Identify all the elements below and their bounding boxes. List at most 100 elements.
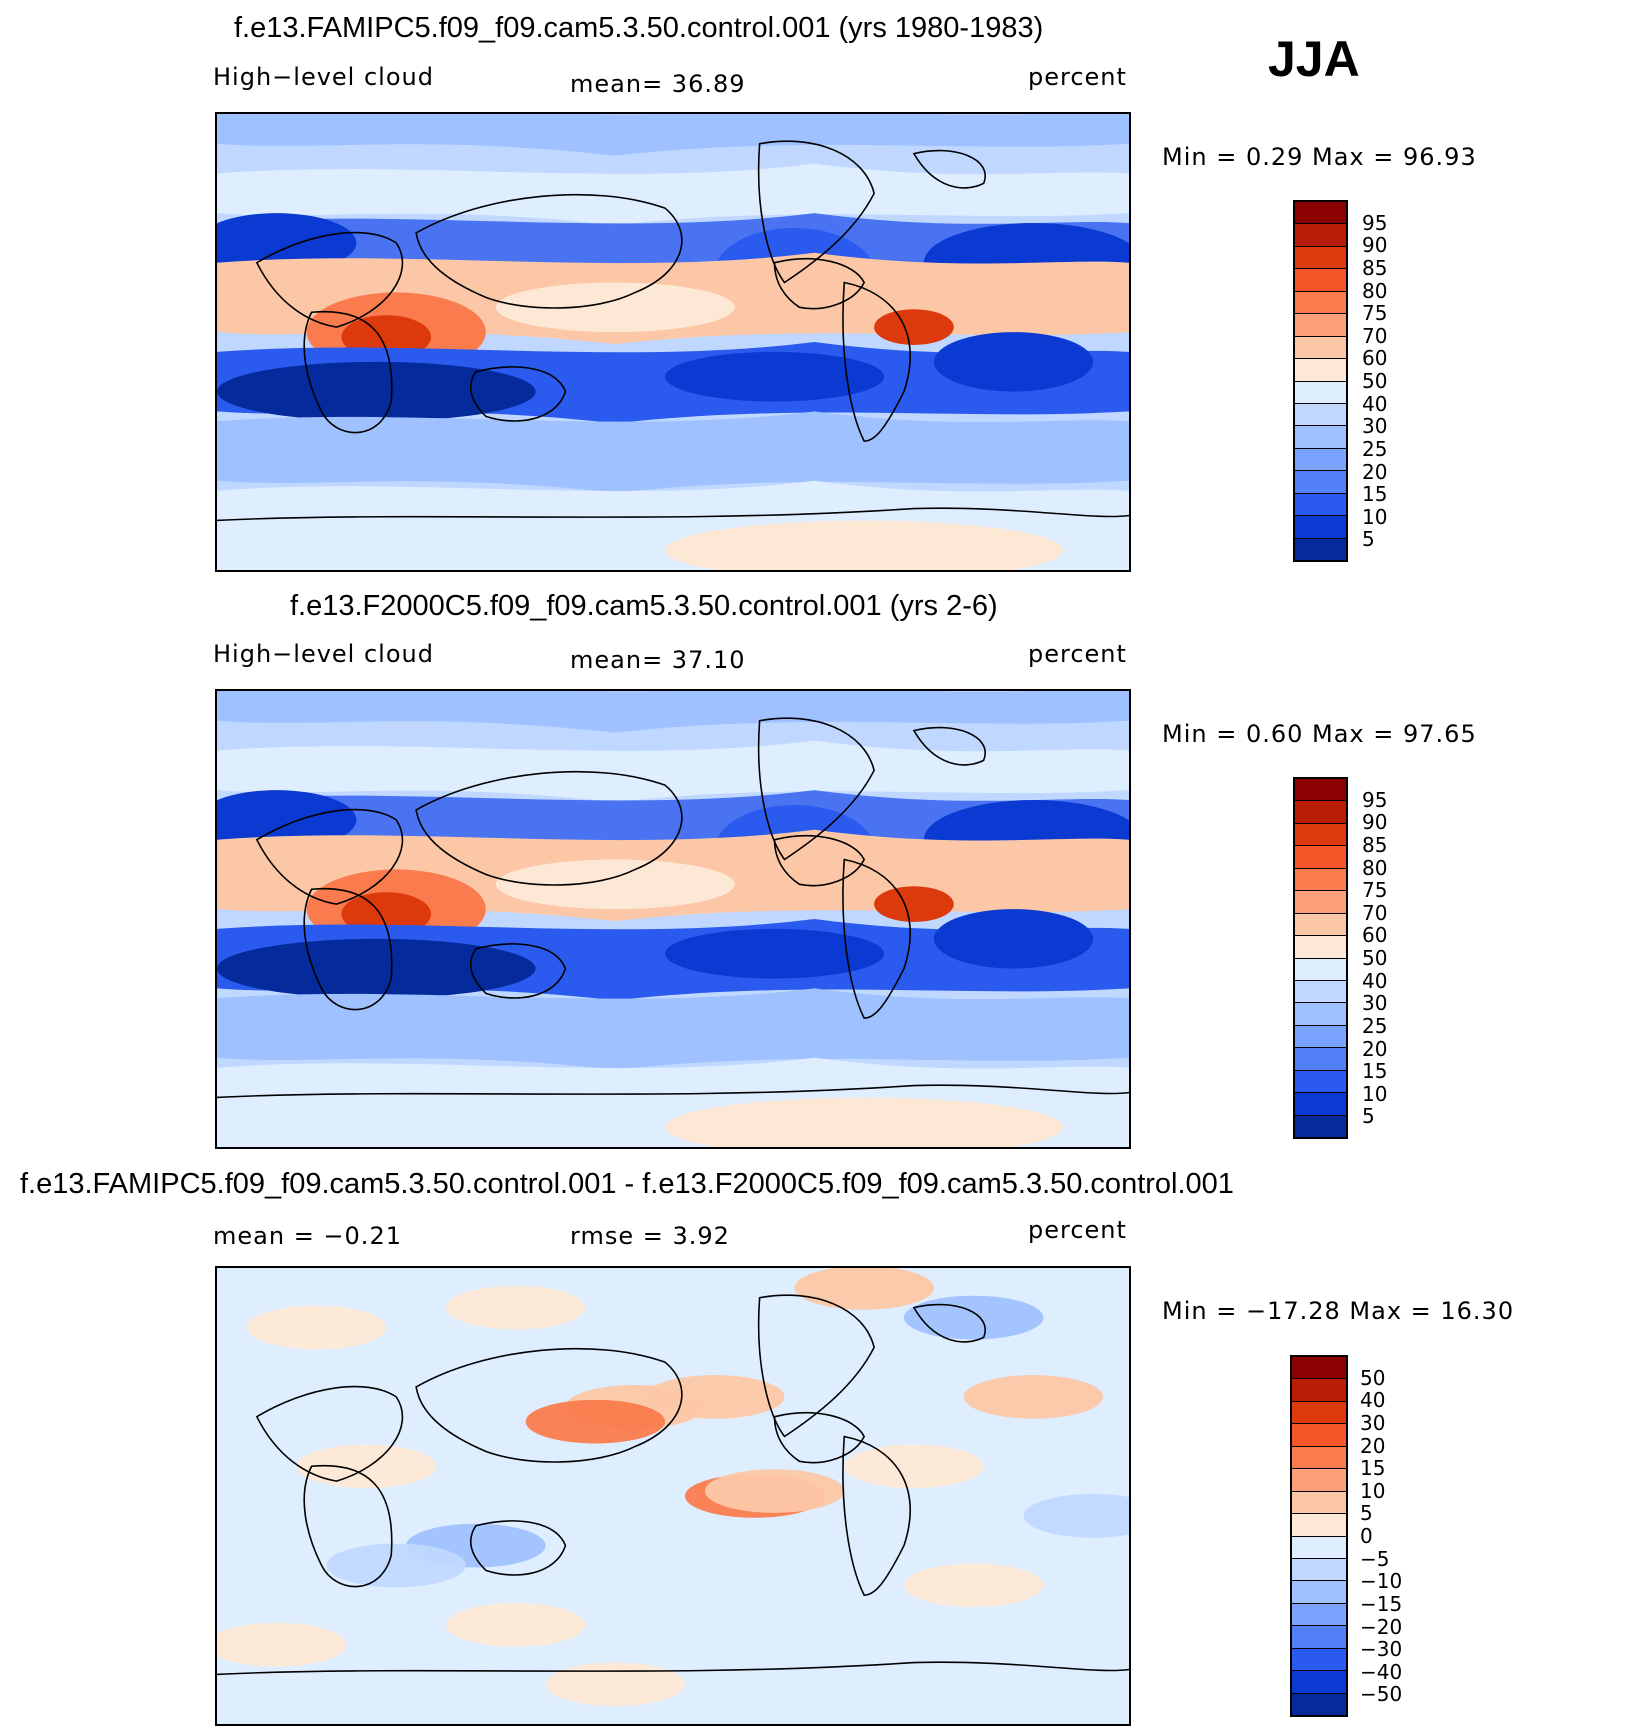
panel-3-colorbar-labels: 50 40 30 20 15 10 5 0 −5 −10 −15 −20 −30 −40 −50 — [1360, 1355, 1420, 1717]
colorbar-swatch — [1295, 1025, 1346, 1049]
colorbar-swatch — [1292, 1693, 1346, 1715]
colorbar-swatch — [1295, 958, 1346, 981]
colorbar-swatch — [1295, 448, 1346, 472]
colorbar-tick-label: −40 — [1360, 1659, 1403, 1684]
colorbar-tick-label: 5 — [1362, 527, 1375, 552]
colorbar-tick-label: 20 — [1362, 1036, 1388, 1061]
colorbar-swatch — [1295, 980, 1346, 1004]
colorbar-swatch — [1295, 538, 1346, 560]
panel-1-min-max: Min = 0.29 Max = 96.93 — [1162, 143, 1477, 171]
colorbar-tick-label: 95 — [1362, 210, 1388, 235]
panel-2-title: f.e13.F2000C5.f09_f09.cam5.3.50.control.… — [290, 590, 998, 622]
colorbar-swatch — [1295, 493, 1346, 517]
colorbar-tick-label: 90 — [1362, 810, 1388, 835]
colorbar-swatch — [1295, 891, 1346, 914]
colorbar-swatch — [1292, 1379, 1346, 1402]
colorbar-swatch — [1292, 1671, 1346, 1694]
colorbar-tick-label: 25 — [1362, 436, 1388, 461]
panel-3-title: f.e13.FAMIPC5.f09_f09.cam5.3.50.control.… — [20, 1168, 1234, 1200]
colorbar-tick-label: 70 — [1362, 900, 1388, 925]
colorbar-swatch — [1295, 291, 1346, 315]
colorbar-tick-label: −50 — [1360, 1682, 1403, 1707]
panel-2-min-max: Min = 0.60 Max = 97.65 — [1162, 720, 1477, 748]
colorbar-swatch — [1295, 471, 1346, 494]
colorbar-swatch — [1295, 1003, 1346, 1026]
colorbar-swatch — [1292, 1648, 1346, 1672]
colorbar-swatch — [1295, 801, 1346, 824]
colorbar-tick-label: 5 — [1362, 1104, 1375, 1129]
colorbar-swatch — [1295, 269, 1346, 292]
colorbar-swatch — [1295, 779, 1346, 802]
colorbar-tick-label: −20 — [1360, 1614, 1403, 1639]
colorbar-swatch — [1295, 516, 1346, 539]
colorbar-tick-label: 20 — [1362, 459, 1388, 484]
colorbar-tick-label: 40 — [1362, 968, 1388, 993]
colorbar-swatch — [1295, 246, 1346, 270]
panel-1-colorbar-labels: 95 90 85 80 75 70 60 50 40 30 25 20 15 10 5 — [1362, 200, 1422, 562]
panel-3-units-label: percent — [1028, 1216, 1127, 1244]
colorbar-tick-label: 85 — [1362, 255, 1388, 280]
colorbar-tick-label: 15 — [1362, 482, 1388, 507]
colorbar-swatch — [1292, 1469, 1346, 1492]
colorbar-swatch — [1295, 381, 1346, 404]
panel-2-map — [215, 689, 1131, 1149]
colorbar-swatch — [1295, 202, 1346, 225]
colorbar-swatch — [1295, 936, 1346, 959]
colorbar-tick-label: 40 — [1362, 391, 1388, 416]
panel-3-min-max: Min = −17.28 Max = 16.30 — [1162, 1297, 1515, 1325]
colorbar-tick-label: 15 — [1360, 1456, 1386, 1481]
colorbar-tick-label: −15 — [1360, 1591, 1403, 1616]
colorbar-tick-label: 95 — [1362, 787, 1388, 812]
colorbar-swatch — [1295, 868, 1346, 892]
colorbar-tick-label: 15 — [1362, 1059, 1388, 1084]
colorbar-swatch — [1295, 1115, 1346, 1137]
colorbar-tick-label: 80 — [1362, 855, 1388, 880]
season-label: JJA — [1268, 31, 1360, 87]
colorbar-tick-label: 60 — [1362, 923, 1388, 948]
panel-2-variable-label: High−level cloud — [213, 640, 434, 668]
colorbar-swatch — [1292, 1491, 1346, 1515]
colorbar-swatch — [1295, 846, 1346, 869]
colorbar-tick-label: 90 — [1362, 233, 1388, 258]
panel-1-mean-label: mean= 36.89 — [570, 70, 746, 98]
colorbar-tick-label: 10 — [1360, 1478, 1386, 1503]
colorbar-tick-label: −30 — [1360, 1637, 1403, 1662]
colorbar-tick-label: 25 — [1362, 1013, 1388, 1038]
colorbar-swatch — [1295, 224, 1346, 247]
colorbar-tick-label: −10 — [1360, 1569, 1403, 1594]
panel-1-units-label: percent — [1028, 63, 1127, 91]
colorbar-tick-label: 30 — [1362, 991, 1388, 1016]
colorbar-swatch — [1292, 1558, 1346, 1582]
colorbar-swatch — [1295, 1048, 1346, 1071]
colorbar-swatch — [1295, 426, 1346, 449]
colorbar-swatch — [1292, 1536, 1346, 1559]
panel-3-rmse-label: rmse = 3.92 — [570, 1222, 730, 1250]
colorbar-swatch — [1292, 1401, 1346, 1425]
colorbar-swatch — [1292, 1603, 1346, 1627]
colorbar-tick-label: 40 — [1360, 1388, 1386, 1413]
colorbar-swatch — [1295, 336, 1346, 360]
colorbar-swatch — [1295, 913, 1346, 937]
colorbar-swatch — [1295, 403, 1346, 427]
colorbar-tick-label: 85 — [1362, 832, 1388, 857]
panel-1-colorbar — [1293, 200, 1348, 562]
colorbar-swatch — [1295, 314, 1346, 337]
colorbar-swatch — [1295, 359, 1346, 382]
colorbar-swatch — [1292, 1357, 1346, 1380]
panel-3-colorbar — [1290, 1355, 1348, 1717]
colorbar-tick-label: 50 — [1362, 946, 1388, 970]
colorbar-swatch — [1295, 1070, 1346, 1094]
panel-2-mean-label: mean= 37.10 — [570, 646, 746, 674]
colorbar-tick-label: 5 — [1360, 1501, 1373, 1526]
colorbar-tick-label: 50 — [1360, 1365, 1386, 1390]
colorbar-tick-label: 60 — [1362, 346, 1388, 371]
colorbar-swatch — [1292, 1424, 1346, 1447]
colorbar-swatch — [1292, 1514, 1346, 1537]
panel-3-mean-label: mean = −0.21 — [213, 1222, 402, 1250]
colorbar-tick-label: −5 — [1360, 1546, 1390, 1571]
panel-2-units-label: percent — [1028, 640, 1127, 668]
panel-1-title: f.e13.FAMIPC5.f09_f09.cam5.3.50.control.… — [234, 12, 1044, 44]
colorbar-swatch — [1292, 1446, 1346, 1470]
colorbar-tick-label: 30 — [1360, 1410, 1386, 1435]
colorbar-swatch — [1292, 1626, 1346, 1649]
